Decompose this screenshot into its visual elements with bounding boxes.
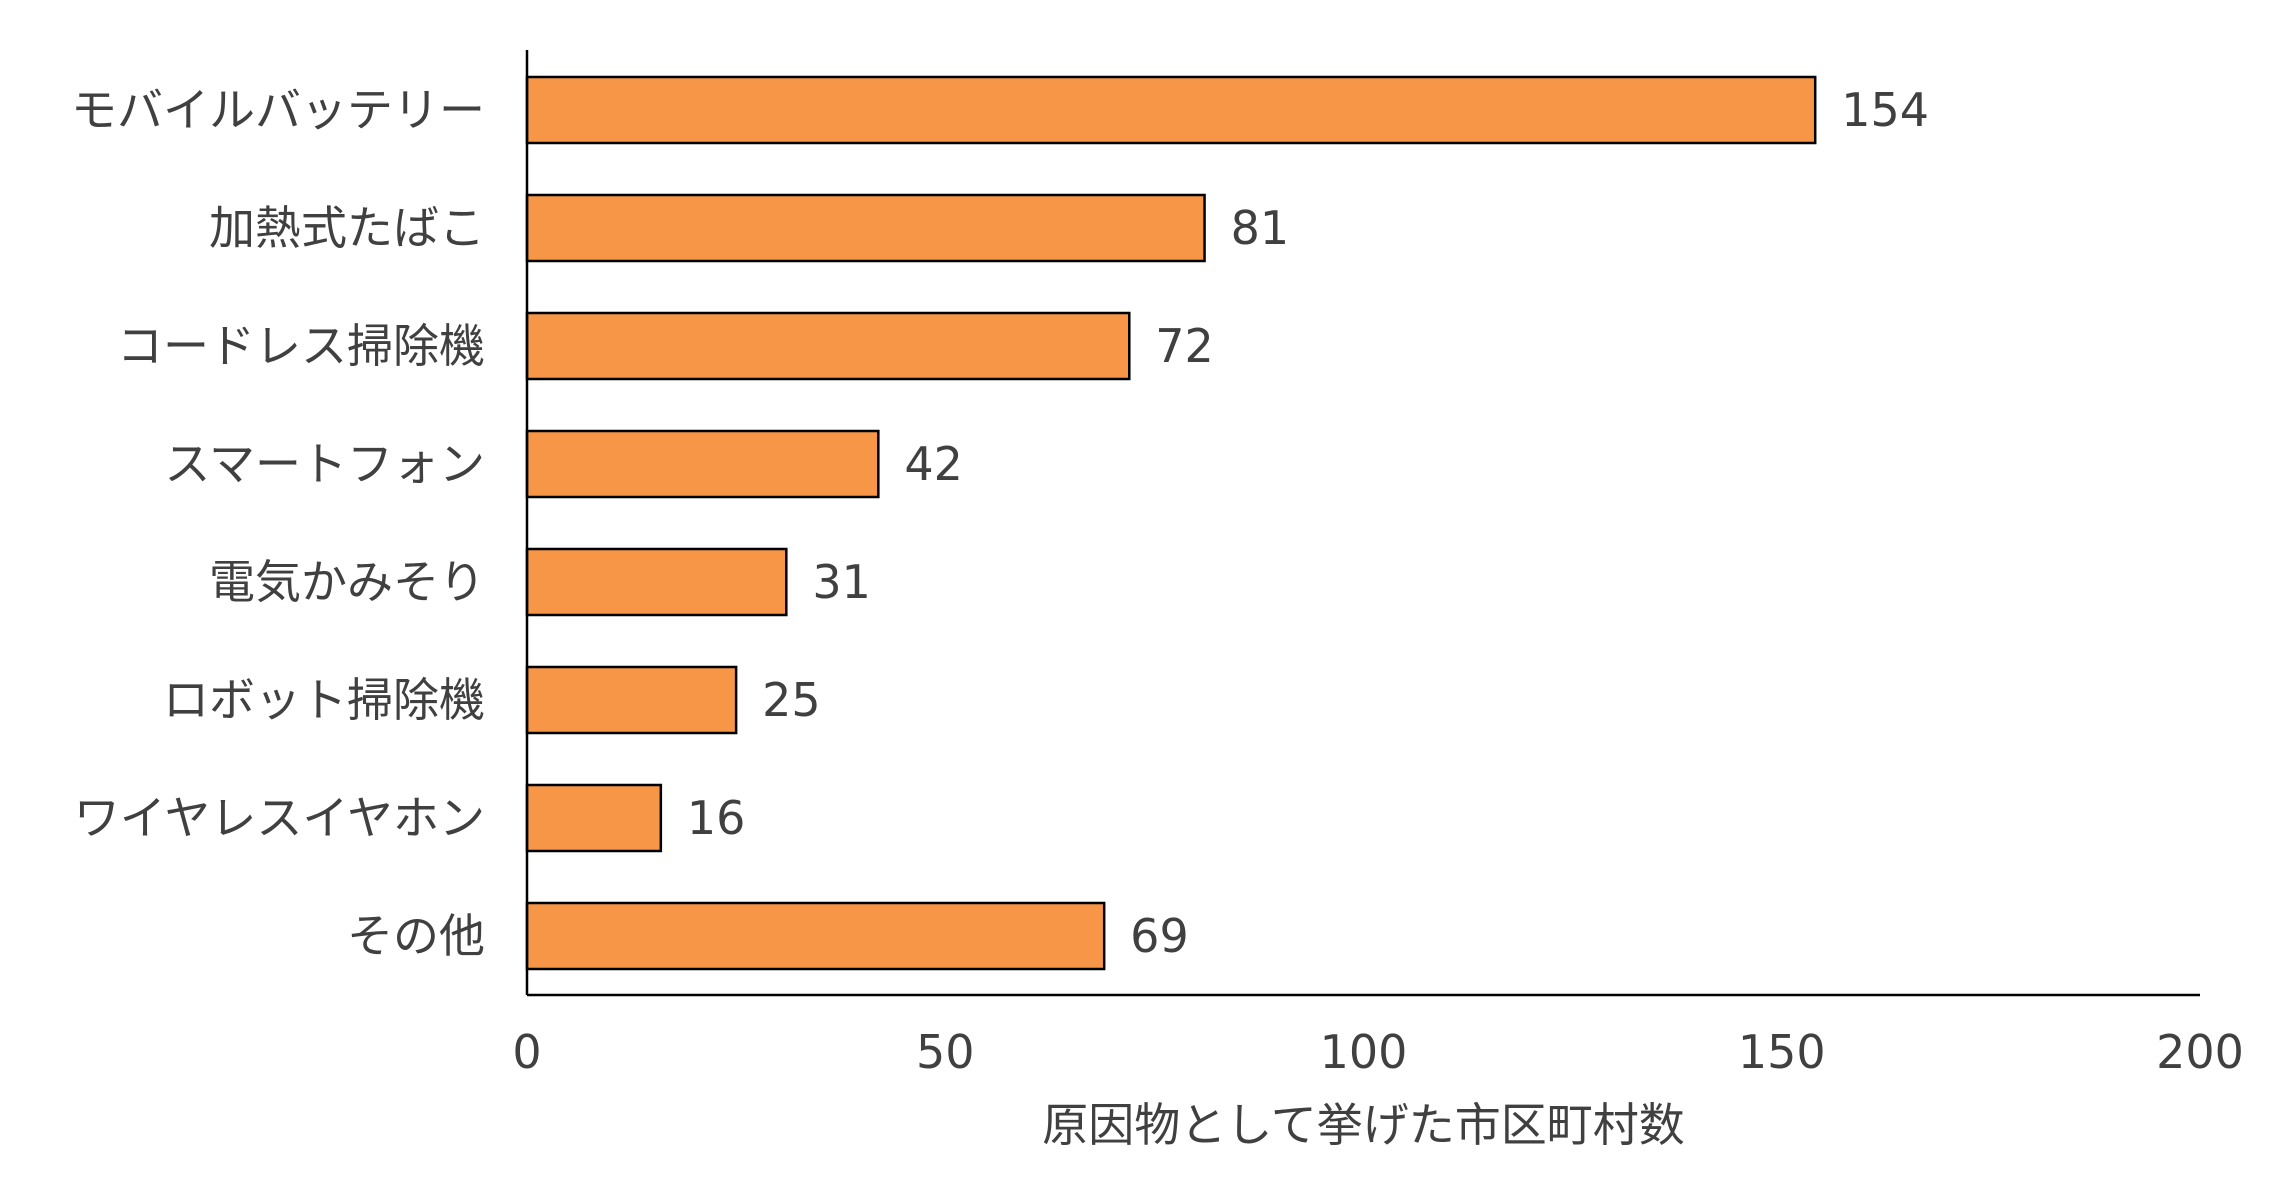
x-tick-label: 150 (1738, 1025, 1826, 1079)
x-tick-label: 50 (916, 1025, 975, 1079)
category-label: 電気かみそり (209, 555, 485, 609)
data-label: 81 (1231, 201, 1290, 255)
x-tick-label: 0 (512, 1025, 541, 1079)
category-labels: モバイルバッテリー加熱式たばこコードレス掃除機スマートフォン電気かみそりロボット… (71, 83, 485, 963)
data-label: 16 (687, 791, 746, 845)
x-tick-labels: 0 50 100 150 200 (512, 1025, 2244, 1079)
category-label: モバイルバッテリー (71, 83, 485, 137)
category-label: ロボット掃除機 (163, 673, 485, 727)
data-label: 69 (1130, 909, 1189, 963)
bar (525, 429, 880, 499)
category-label: その他 (347, 909, 485, 963)
bar (525, 75, 1817, 145)
bar (525, 783, 663, 853)
data-label: 31 (812, 555, 871, 609)
category-label: コードレス掃除機 (117, 319, 485, 373)
category-label: ワイヤレスイヤホン (74, 791, 485, 845)
bar (525, 547, 788, 617)
x-tick-label: 100 (1320, 1025, 1408, 1079)
x-axis-title: 原因物として挙げた市区町村数 (1042, 1098, 1685, 1152)
bar (525, 665, 738, 735)
data-label: 154 (1841, 83, 1929, 137)
bar (525, 901, 1106, 971)
x-tick-label: 200 (2156, 1025, 2244, 1079)
bars-group (525, 75, 1817, 971)
category-label: スマートフォン (164, 437, 485, 491)
data-label: 25 (762, 673, 821, 727)
category-label: 加熱式たばこ (209, 201, 485, 255)
value-labels: 154 81 72 42 31 25 16 69 (687, 83, 1929, 963)
bar (525, 193, 1206, 263)
data-label: 42 (904, 437, 963, 491)
bar (525, 311, 1131, 381)
data-label: 72 (1155, 319, 1214, 373)
